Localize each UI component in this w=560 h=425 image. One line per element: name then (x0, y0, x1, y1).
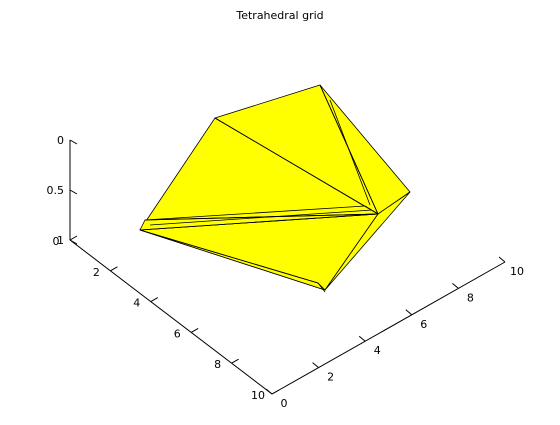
z-tick-mark (69, 239, 78, 245)
x-tick-mark (271, 389, 280, 395)
y-tick-mark (265, 388, 273, 395)
y-tick-label: 0 (281, 397, 288, 410)
y-tick-label: 6 (420, 318, 427, 331)
y-tick-label: 2 (327, 371, 334, 384)
y-tick-mark (405, 309, 413, 316)
z-tick-label: 1 (57, 234, 64, 247)
z-tick-mark (69, 139, 78, 145)
y-tick-mark (312, 362, 319, 368)
x-tick-mark (110, 266, 118, 272)
x-axis-line (69, 239, 273, 395)
mesh-edge (139, 213, 379, 231)
y-tick-label: 4 (374, 344, 381, 357)
y-tick-mark (498, 256, 506, 263)
mesh-edge (214, 117, 379, 215)
x-tick-label: 10 (251, 389, 265, 402)
z-ticks: 00.51 (47, 134, 78, 247)
y-axis-line (271, 261, 506, 395)
mesh-face (324, 191, 411, 291)
mesh-edge (329, 99, 371, 206)
y-tick-mark (358, 335, 366, 342)
chart-title: Tetrahedral grid (236, 9, 324, 22)
x-tick-label: 0 (53, 235, 60, 248)
z-tick-label: 0.5 (47, 184, 65, 197)
x-tick-label: 4 (133, 297, 140, 310)
z-tick-label: 0 (57, 134, 64, 147)
y-tick-mark (452, 283, 459, 289)
x-tick-mark (69, 235, 78, 241)
mesh-edge (139, 229, 319, 284)
x-ticks: 0 2 4 6 8 10 (53, 235, 280, 402)
mesh-edge (144, 213, 379, 221)
x-tick-label: 6 (174, 327, 181, 340)
x-tick-mark (231, 358, 239, 364)
y-tick-label: 8 (467, 291, 474, 304)
y-ticks: 0 2 4 6 8 10 (265, 256, 524, 410)
x-tick-mark (150, 297, 159, 303)
z-tick-mark (69, 189, 78, 195)
x-tick-label: 2 (93, 266, 100, 279)
mesh-faces (139, 84, 411, 293)
mesh-edge (149, 209, 373, 226)
y-tick-label: 10 (510, 265, 524, 278)
x-tick-label: 8 (214, 358, 221, 371)
mesh-edge (317, 282, 326, 293)
x-tick-mark (190, 327, 199, 333)
